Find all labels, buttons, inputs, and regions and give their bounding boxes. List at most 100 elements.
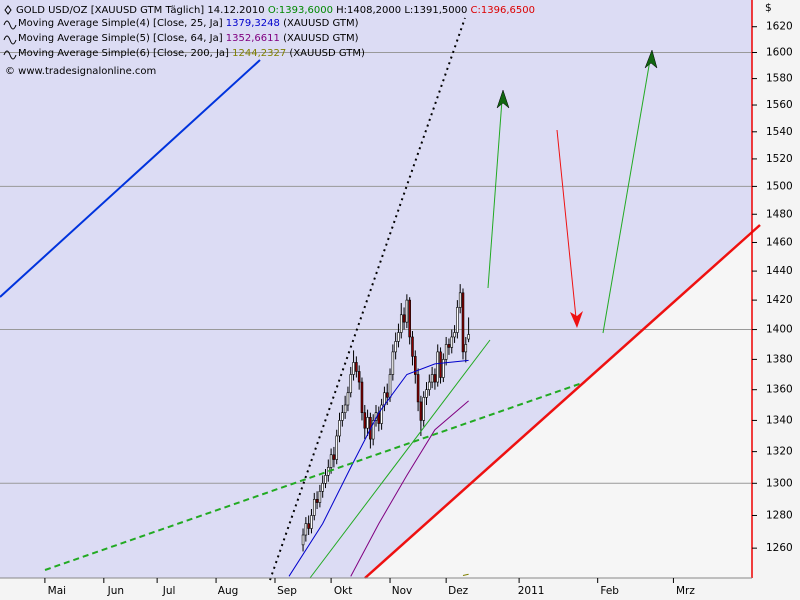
legend-icon (3, 35, 17, 45)
x-tick-label: Mrz (676, 585, 695, 597)
y-tick-label: 1460 (766, 236, 793, 248)
trendline (309, 339, 491, 579)
candle-body (388, 374, 392, 398)
candle-body (341, 412, 344, 421)
candle-body (310, 515, 313, 529)
legend-instrument: (XAUUSD GTM) (283, 18, 359, 29)
ma-line (462, 573, 469, 576)
title: GOLD USD/OZ [XAUUSD GTM Täglich] 14.12.2… (16, 5, 265, 16)
candle-body (352, 362, 355, 375)
candle-body (414, 356, 417, 375)
candle-body (444, 344, 448, 360)
candle-body (425, 389, 428, 398)
x-tick-label: Dez (448, 585, 469, 597)
y-tick-label: 1380 (766, 353, 793, 365)
candle-body (458, 292, 462, 308)
legend: GOLD USD/OZ [XAUUSD GTM Täglich] 14.12.2… (3, 5, 535, 77)
candle-body (428, 381, 431, 390)
candle-body (312, 499, 316, 516)
candle-body (338, 420, 341, 437)
candle-body (436, 351, 440, 383)
candle-body (405, 299, 409, 323)
grid (0, 51, 752, 484)
legend-icon (3, 50, 17, 60)
trendline (44, 381, 586, 571)
y-tick-label: 1360 (766, 384, 793, 396)
y-tick-label: 1320 (766, 446, 793, 458)
candle-body (360, 381, 364, 413)
arrow (602, 59, 651, 334)
y-tick-label: 1600 (766, 46, 793, 58)
candle-body (394, 341, 397, 353)
candle-body (467, 334, 470, 340)
candle-body (355, 362, 358, 372)
candle-body (332, 454, 336, 460)
legend-name: Moving Average Simple(5) [Close, 64, Ja] (18, 33, 223, 44)
x-tick-label: Feb (600, 585, 619, 597)
legend-instrument: (XAUUSD GTM) (289, 48, 365, 59)
candle-body (408, 299, 411, 338)
legend-instrument: (XAUUSD GTM) (283, 33, 359, 44)
high-label: H:1408,2000 (336, 5, 401, 16)
candle-body (391, 351, 395, 375)
candle-body (422, 397, 425, 421)
candle-body (385, 392, 389, 398)
candle-body (315, 499, 319, 503)
trendline (0, 59, 261, 298)
ma-line (288, 359, 469, 577)
arrow-head (496, 89, 510, 109)
candle-body (318, 490, 322, 503)
candle-body (346, 392, 350, 406)
y-tick-label: 1280 (766, 509, 793, 521)
x-tick-label: Okt (334, 585, 352, 597)
candle-body (453, 332, 456, 338)
legend-entry: Moving Average Simple(5) [Close, 64, Ja]… (18, 33, 359, 44)
candle-body (366, 417, 369, 429)
arrow-head (644, 49, 658, 69)
arrow (487, 99, 503, 289)
trendline (364, 224, 761, 579)
candle-body (321, 483, 324, 492)
x-tick-label: Jul (162, 585, 176, 597)
arrow-head (570, 311, 583, 328)
open-label: O:1393,6000 (268, 5, 333, 16)
x-tick-label: Mai (48, 585, 66, 597)
y-tick-label: 1440 (766, 265, 793, 277)
candle-body (456, 307, 459, 333)
x-tick-label: 2011 (518, 585, 545, 597)
y-tick-label: 1500 (766, 180, 793, 192)
y-tick-label: 1260 (766, 542, 793, 554)
candle-body (371, 420, 375, 440)
y-tick-label: 1420 (766, 294, 793, 306)
legend-name: Moving Average Simple(6) [Close, 200, Ja… (18, 48, 229, 59)
candle-body (357, 371, 361, 383)
chart-title: GOLD USD/OZ [XAUUSD GTM Täglich] 14.12.2… (16, 5, 535, 16)
candle-body (416, 374, 420, 403)
low-label: L:1391,5000 (404, 5, 467, 16)
x-tick-label: Aug (218, 585, 239, 597)
y-unit: $ (765, 2, 772, 14)
y-tick-label: 1480 (766, 208, 793, 220)
legend-value: 1352,6611 (226, 33, 280, 44)
y-tick-label: 1300 (766, 477, 793, 489)
candle-body (349, 374, 353, 394)
candle-body (447, 344, 451, 348)
candle-body (399, 314, 403, 333)
x-tick-label: Jun (107, 585, 124, 597)
candle-body (442, 359, 445, 378)
y-tick-label: 1580 (766, 73, 793, 85)
y-tick-label: 1540 (766, 126, 793, 138)
legend-value: 1244,2327 (232, 48, 286, 59)
candle-body (335, 435, 338, 460)
candle-body (307, 523, 310, 529)
candle-body (301, 534, 305, 546)
candle-body (304, 523, 308, 536)
candle-body (430, 374, 434, 383)
legend-value: 1379,3248 (226, 18, 280, 29)
legend-icon (4, 5, 12, 15)
axes: 1260 1280 1300 1320 1340 1360 1380 1400 1420 1440… (44, 21, 793, 597)
candle-body (329, 454, 333, 468)
drawings (0, 17, 761, 581)
x-tick-label: Sep (277, 585, 297, 597)
